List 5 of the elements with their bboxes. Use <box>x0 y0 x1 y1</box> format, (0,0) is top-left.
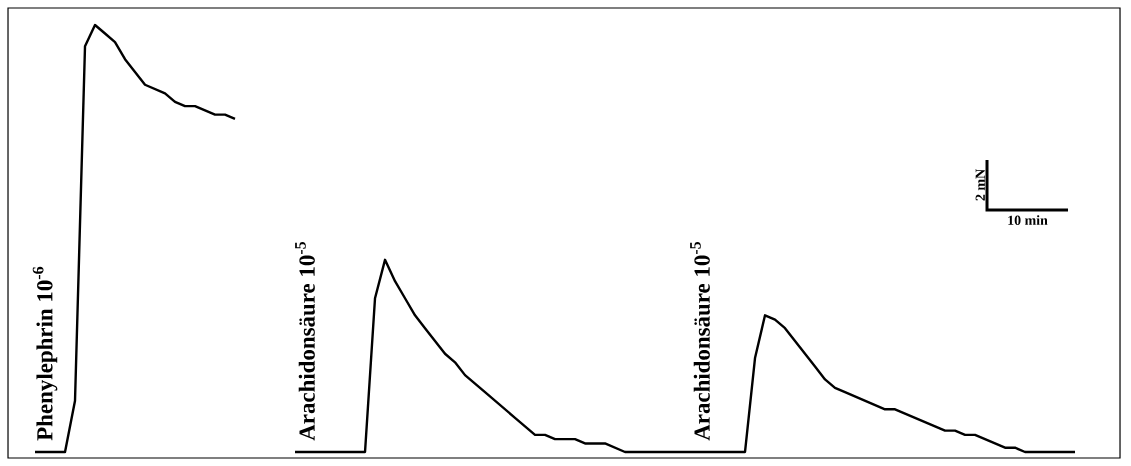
annotation: Arachidonsäure 10$^{-5}$ <box>690 241 710 441</box>
annotation: Arachidonsäure 10$^{-5}$ <box>295 241 315 441</box>
annotation: 10 min <box>1008 215 1048 225</box>
annotation: 2 mN <box>975 169 985 201</box>
annotation: Phenylephrin 10$^{-6}$ <box>32 266 58 441</box>
